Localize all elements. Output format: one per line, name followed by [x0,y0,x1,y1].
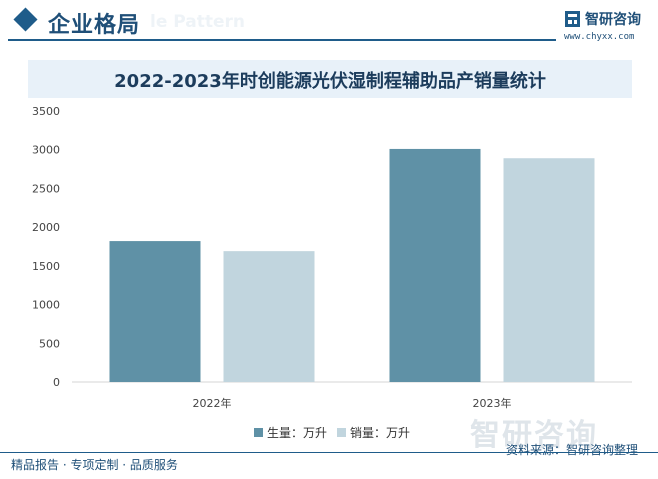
chart-legend: 生量：万升 销量：万升 [0,424,658,440]
bar-production-1 [389,148,481,382]
chart-title: 2022-2023年时创能源光伏湿制程辅助品产销量统计 [114,71,546,92]
section-title: 企业格局 [48,13,141,38]
brand-watermark: 智研咨询 [470,418,598,453]
x-tick-label: 2023年 [473,396,512,410]
bar-chart: 0 500 1000 1500 2000 2500 3000 3500 2022年 2023年 [32,105,632,410]
legend-item-sales: 销量：万升 [337,424,410,441]
x-tick-label: 2022年 [193,396,232,410]
legend-item-production: 生量：万升 [254,424,327,441]
y-tick-label: 2500 [32,182,60,195]
y-tick-label: 2000 [32,221,60,234]
y-tick-label: 500 [39,337,60,350]
legend-swatch-sales [337,428,346,437]
y-tick-label: 0 [53,376,60,389]
page-header: 企业格局 le Pattern [0,0,658,44]
source-note: 资料来源：智研咨询整理 [506,443,639,457]
y-tick-label: 3000 [32,144,60,157]
legend-label-production: 生量：万升 [267,426,328,440]
legend-label-sales: 销量：万升 [350,426,411,440]
bar-production-0 [109,241,201,382]
legend-swatch-production [254,428,263,437]
chart-title-band: 2022-2023年时创能源光伏湿制程辅助品产销量统计 [28,60,632,98]
header-divider [8,39,556,41]
section-subtitle-ghost: le Pattern [150,12,246,32]
brand-name: 智研咨询 [585,12,641,28]
footer-divider [0,452,658,453]
bar-sales-1 [503,158,595,382]
bar-sales-0 [223,251,315,382]
y-tick-label: 1500 [32,260,60,273]
logo-icon [565,11,580,27]
footer-tagline: 精品报告 · 专项定制 · 品质服务 [11,458,178,472]
y-tick-label: 3500 [32,105,60,118]
brand-url: www.chyxx.com [564,32,635,42]
y-tick-label: 1000 [32,299,60,312]
